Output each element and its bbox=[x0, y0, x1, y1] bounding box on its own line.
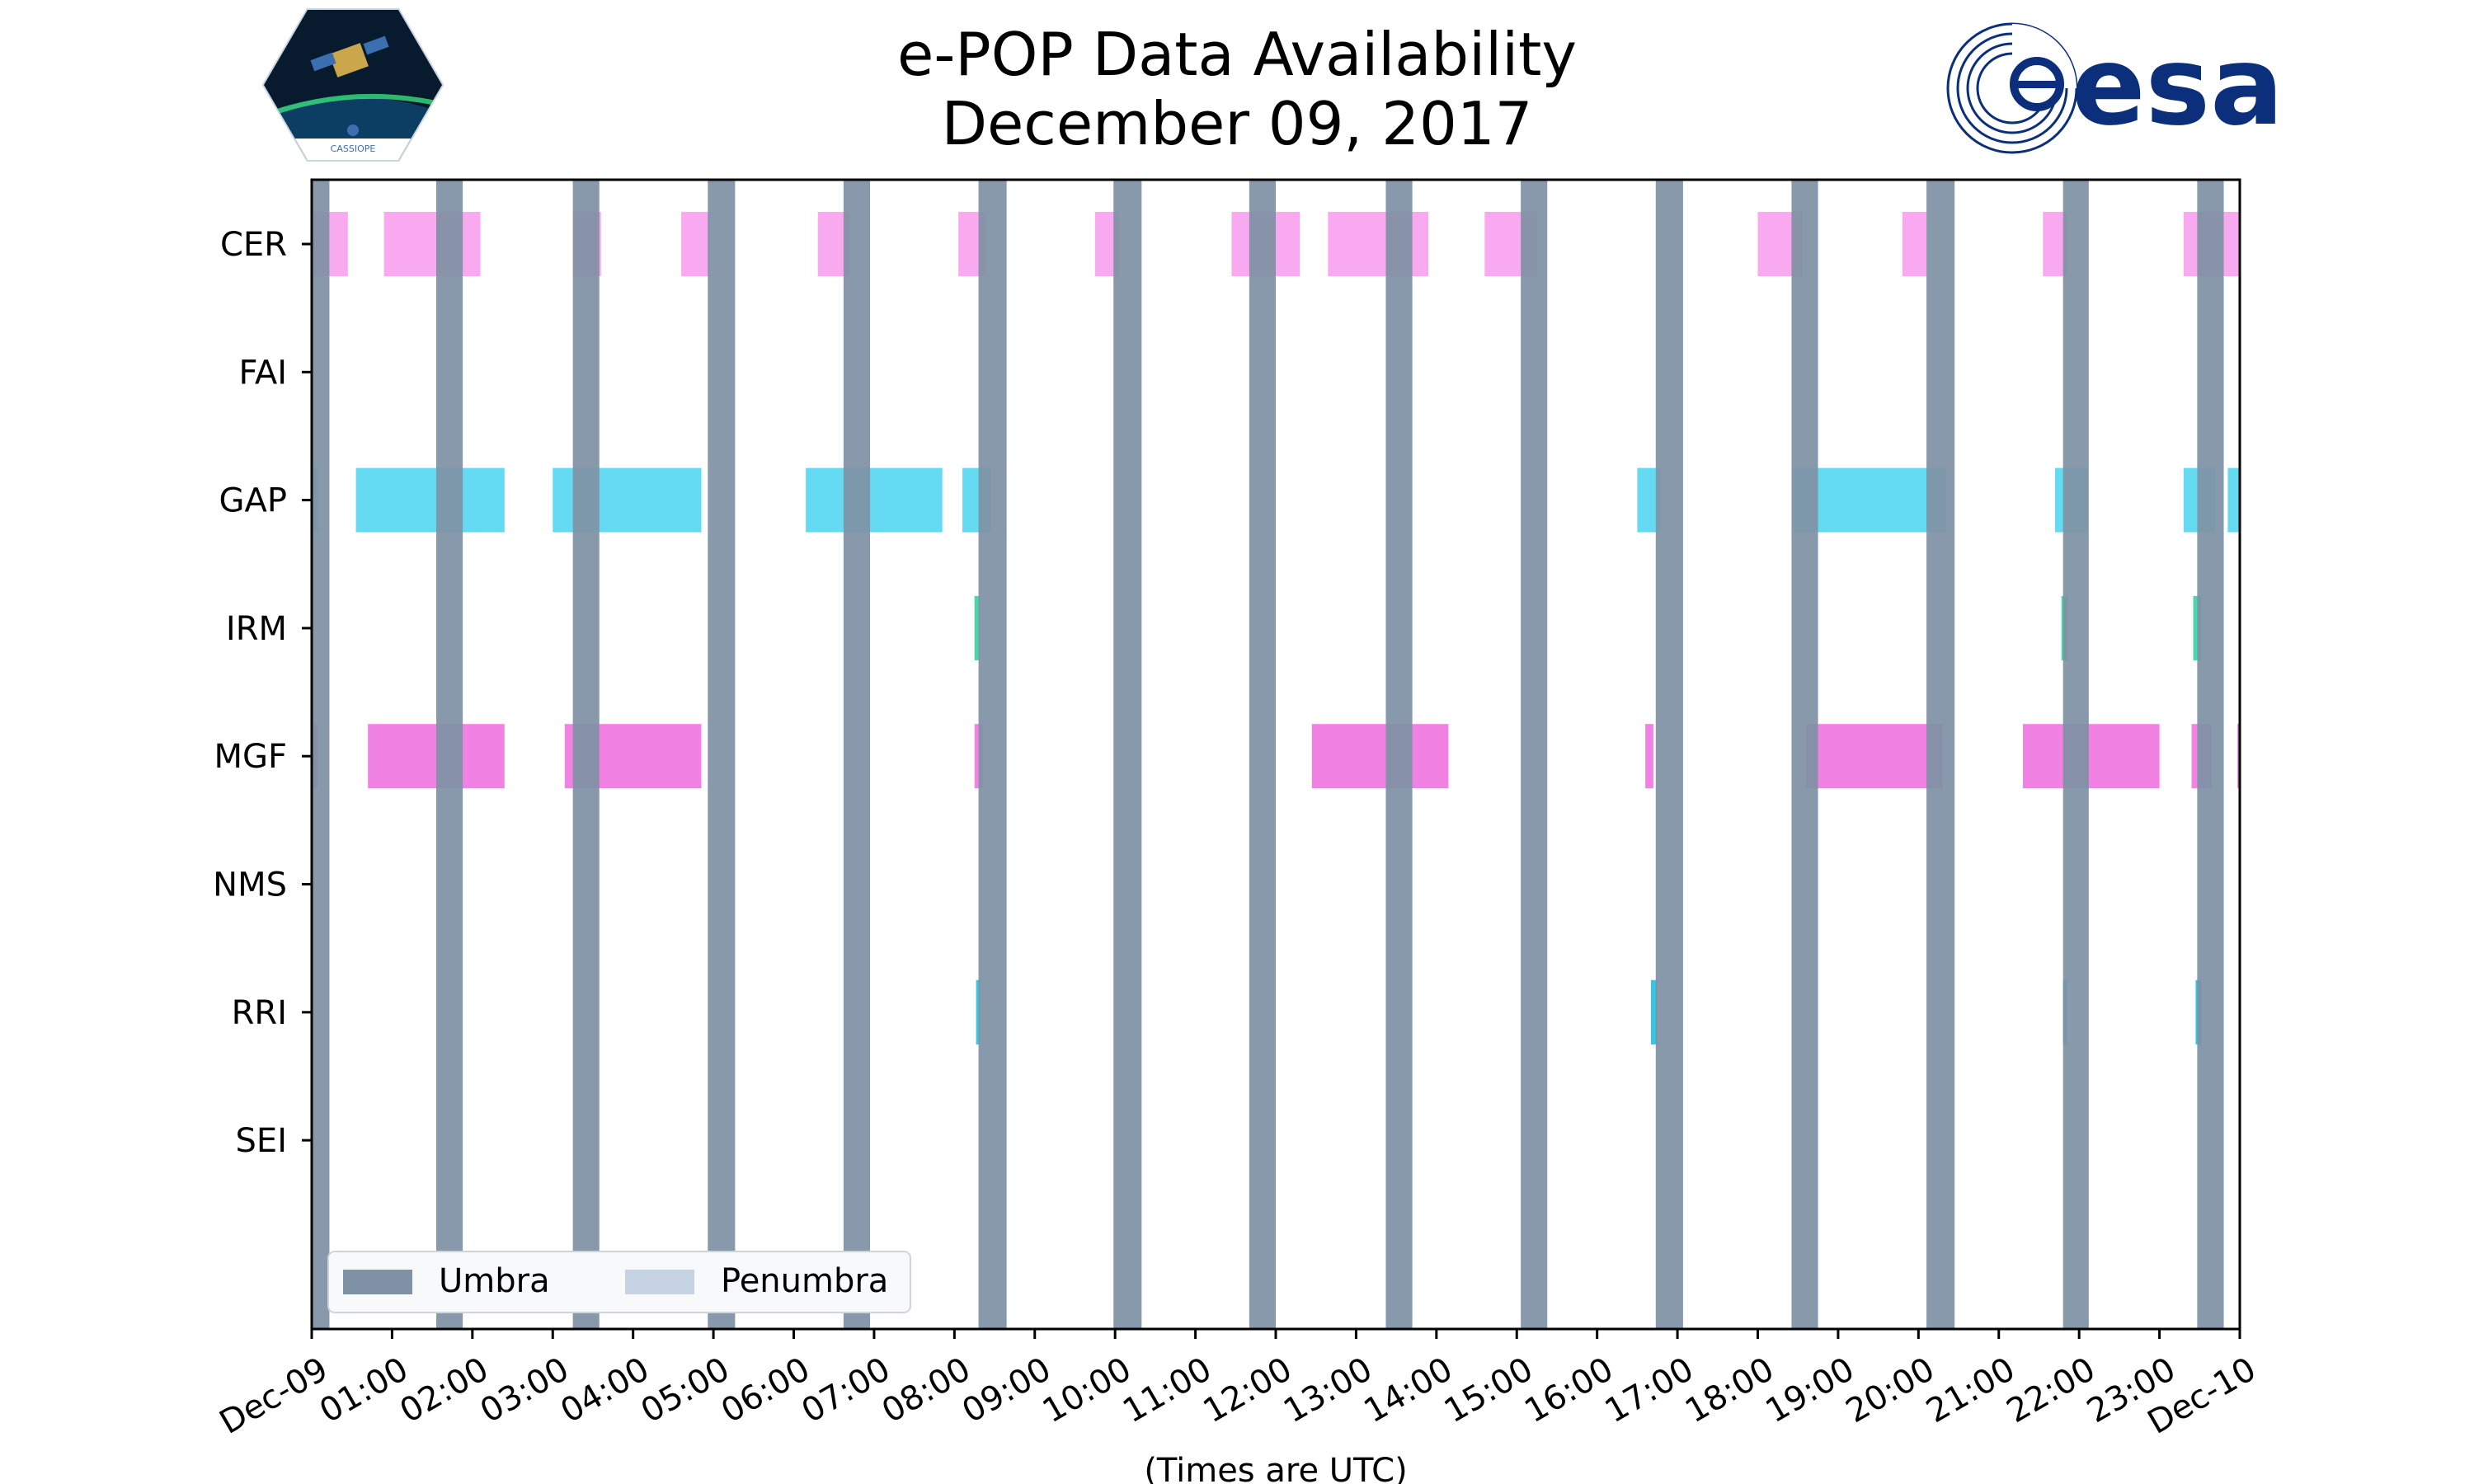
x-tick-label-10: 10:00 bbox=[1037, 1350, 1138, 1430]
availability-bar-gap-3 bbox=[806, 467, 943, 533]
umbra-band-4 bbox=[843, 180, 871, 1329]
umbra-band-9 bbox=[1521, 180, 1548, 1329]
umbra-band-13 bbox=[2062, 180, 2089, 1329]
availability-bar-mgf-6 bbox=[1805, 724, 1943, 789]
x-tick-label-1: 01:00 bbox=[313, 1350, 415, 1430]
y-tick-label-cer: CER bbox=[220, 226, 287, 264]
umbra-band-14 bbox=[2197, 180, 2224, 1329]
umbra-band-3 bbox=[708, 180, 736, 1329]
x-tick-label-4: 04:00 bbox=[554, 1350, 656, 1430]
availability-bar-rri-1 bbox=[1650, 979, 1658, 1045]
umbra-band-11 bbox=[1791, 180, 1818, 1329]
x-tick-label-8: 08:00 bbox=[876, 1350, 977, 1430]
umbra-band-12 bbox=[1926, 180, 1955, 1329]
svg-text:CASSIOPE: CASSIOPE bbox=[331, 143, 376, 154]
legend-penumbra-swatch bbox=[625, 1270, 694, 1294]
x-tick-label-3: 03:00 bbox=[474, 1350, 576, 1430]
x-tick-label-15: 15:00 bbox=[1438, 1350, 1540, 1430]
availability-bar-mgf-7 bbox=[2022, 724, 2160, 789]
umbra-band-7 bbox=[1249, 180, 1276, 1329]
x-tick-label-18: 18:00 bbox=[1679, 1350, 1780, 1430]
x-tick-label-7: 07:00 bbox=[795, 1350, 896, 1430]
availability-bar-gap-9 bbox=[2227, 467, 2240, 533]
umbra-band-8 bbox=[1385, 180, 1413, 1329]
umbra-band-1 bbox=[435, 180, 463, 1329]
y-tick-label-nms: NMS bbox=[213, 866, 287, 904]
availability-bar-gap-6 bbox=[1794, 467, 1947, 533]
chart-title-line1: e-POP Data Availability bbox=[897, 20, 1577, 89]
availability-bar-gap-1 bbox=[355, 467, 505, 533]
legend: Umbra Penumbra bbox=[327, 1251, 911, 1313]
y-tick-label-rri: RRI bbox=[232, 994, 287, 1032]
availability-bar-cer-3 bbox=[681, 212, 710, 276]
x-tick-label-13: 13:00 bbox=[1277, 1350, 1379, 1430]
umbra-band-0 bbox=[312, 180, 330, 1329]
availability-bar-mgf-5 bbox=[1645, 724, 1653, 789]
umbra-band-5 bbox=[978, 180, 1007, 1329]
x-tick-label-6: 06:00 bbox=[715, 1350, 816, 1430]
cassiope-logo: CASSIOPE bbox=[262, 8, 444, 162]
x-axis-label: (Times are UTC) bbox=[1144, 1452, 1407, 1484]
x-tick-label-21: 21:00 bbox=[1920, 1350, 2021, 1430]
availability-bar-mgf-4 bbox=[1311, 724, 1449, 789]
legend-frame bbox=[327, 1251, 911, 1313]
x-tick-label-19: 19:00 bbox=[1759, 1350, 1860, 1430]
x-tick-label-14: 14:00 bbox=[1357, 1350, 1459, 1430]
y-tick-label-gap: GAP bbox=[219, 482, 287, 520]
availability-bar-rri-0 bbox=[976, 979, 981, 1045]
x-tick-label-5: 05:00 bbox=[635, 1350, 736, 1430]
umbra-band-2 bbox=[572, 180, 600, 1329]
x-tick-label-11: 11:00 bbox=[1117, 1350, 1218, 1430]
chart-title: e-POP Data Availability December 09, 201… bbox=[0, 20, 2474, 158]
x-tick-label-22: 22:00 bbox=[2001, 1350, 2102, 1430]
availability-bar-cer-11 bbox=[1902, 212, 1927, 276]
umbra-band-6 bbox=[1113, 180, 1142, 1329]
svg-text:esa: esa bbox=[2072, 23, 2284, 150]
y-tick-label-irm: IRM bbox=[226, 610, 287, 648]
x-tick-label-9: 09:00 bbox=[956, 1350, 1057, 1430]
availability-bar-irm-0 bbox=[974, 595, 981, 660]
legend-umbra-swatch bbox=[343, 1270, 412, 1294]
y-tick-label-fai: FAI bbox=[239, 354, 288, 392]
y-tick-label-sei: SEI bbox=[236, 1122, 287, 1160]
x-tick-label-17: 17:00 bbox=[1599, 1350, 1700, 1430]
x-tick-label-20: 20:00 bbox=[1840, 1350, 1941, 1430]
chart-title-line2: December 09, 2017 bbox=[941, 89, 1533, 158]
availability-bar-cer-8 bbox=[1328, 212, 1429, 276]
umbra-band-10 bbox=[1655, 180, 1683, 1329]
legend-umbra-label: Umbra bbox=[439, 1262, 550, 1300]
x-tick-label-16: 16:00 bbox=[1518, 1350, 1620, 1430]
legend-penumbra-label: Penumbra bbox=[721, 1262, 888, 1300]
x-tick-label-2: 02:00 bbox=[393, 1350, 495, 1430]
y-tick-label-mgf: MGF bbox=[214, 738, 287, 776]
availability-bar-cer-1 bbox=[383, 212, 481, 276]
esa-logo: esa bbox=[1946, 22, 2284, 154]
x-tick-label-12: 12:00 bbox=[1197, 1350, 1299, 1430]
